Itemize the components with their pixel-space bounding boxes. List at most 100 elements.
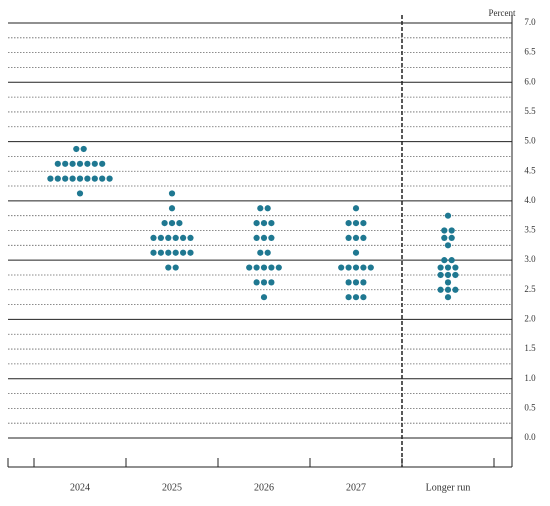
y-tick-label: 4.0: [524, 195, 536, 205]
dot: [253, 234, 260, 242]
dot: [84, 160, 91, 167]
dot: [187, 234, 194, 242]
dot: [452, 264, 459, 271]
dot: [352, 234, 360, 242]
y-tick-label: 1.0: [524, 373, 536, 383]
dot: [437, 271, 444, 279]
dot: [161, 219, 168, 227]
y-tick-label: 3.0: [524, 254, 536, 264]
x-tick-label: 2026: [254, 482, 274, 493]
dot: [345, 234, 352, 242]
dot: [257, 205, 264, 212]
y-tick-label: 0.5: [524, 402, 536, 412]
dot: [452, 286, 459, 293]
dot: [165, 234, 172, 242]
dot: [246, 264, 253, 271]
dot: [253, 279, 260, 286]
dot: [260, 264, 268, 271]
dot: [444, 286, 452, 293]
dot: [264, 205, 271, 212]
dot: [180, 249, 187, 256]
dot: [360, 264, 367, 271]
dot: [180, 234, 187, 242]
dot: [47, 175, 54, 182]
dot: [448, 257, 455, 264]
y-tick-label: 7.0: [524, 17, 536, 27]
dot: [444, 212, 452, 219]
x-tick-label: 2027: [346, 482, 366, 493]
dot: [106, 175, 113, 182]
dot: [367, 264, 374, 271]
dot: [360, 294, 367, 301]
dot: [345, 279, 352, 286]
dot: [165, 249, 172, 256]
dot: [172, 234, 179, 242]
dot: [172, 249, 179, 256]
dot: [338, 264, 345, 271]
y-tick-label: 6.0: [524, 76, 536, 86]
dot: [172, 264, 179, 271]
dot: [69, 175, 76, 182]
dot: [444, 271, 452, 279]
y-tick-label: 2.5: [524, 284, 536, 294]
dot: [437, 264, 444, 271]
dot: [268, 234, 275, 242]
y-tick-label: 0.0: [524, 432, 536, 442]
dot: [91, 160, 98, 167]
dot: [257, 249, 264, 256]
dot: [268, 264, 275, 271]
dot: [157, 249, 164, 256]
dot: [76, 160, 84, 167]
dot: [360, 234, 367, 242]
dot: [62, 160, 69, 167]
dot: [437, 286, 444, 293]
dot: [168, 190, 176, 197]
dot: [76, 190, 84, 197]
dot: [54, 160, 61, 167]
dot: [260, 279, 268, 286]
dot: [150, 234, 157, 242]
dot: [275, 264, 282, 271]
dot: [352, 205, 360, 212]
dot: [448, 234, 455, 242]
dot: [69, 160, 76, 167]
dot: [360, 279, 367, 286]
dot: [352, 279, 360, 286]
dot: [352, 294, 360, 301]
dot: [168, 205, 176, 212]
dot: [91, 175, 98, 182]
dot: [345, 219, 352, 227]
dot: [150, 249, 157, 256]
y-axis-label: Percent: [489, 8, 516, 18]
y-tick-label: 4.5: [524, 165, 536, 175]
dot: [54, 175, 61, 182]
dot: [99, 175, 106, 182]
dot: [165, 264, 172, 271]
dot: [452, 271, 459, 279]
dot: [62, 175, 69, 182]
dot: [99, 160, 106, 167]
dot: [76, 175, 84, 182]
dot: [448, 227, 455, 234]
dot: [264, 249, 271, 256]
dot: [253, 264, 260, 271]
y-tick-label: 3.5: [524, 225, 536, 235]
dot: [352, 264, 360, 271]
dot: [444, 264, 452, 271]
dot: [441, 257, 448, 264]
dot: [176, 219, 183, 227]
dot: [268, 279, 275, 286]
dot: [187, 249, 194, 256]
dot: [345, 264, 352, 271]
dot: [157, 234, 164, 242]
y-tick-label: 5.0: [524, 136, 536, 146]
y-tick-label: 1.5: [524, 343, 536, 353]
dot: [168, 219, 176, 227]
dot: [260, 219, 268, 227]
dot: [444, 294, 452, 301]
dot: [345, 294, 352, 301]
x-tick-label: 2025: [162, 482, 182, 493]
y-tick-label: 5.5: [524, 106, 536, 116]
